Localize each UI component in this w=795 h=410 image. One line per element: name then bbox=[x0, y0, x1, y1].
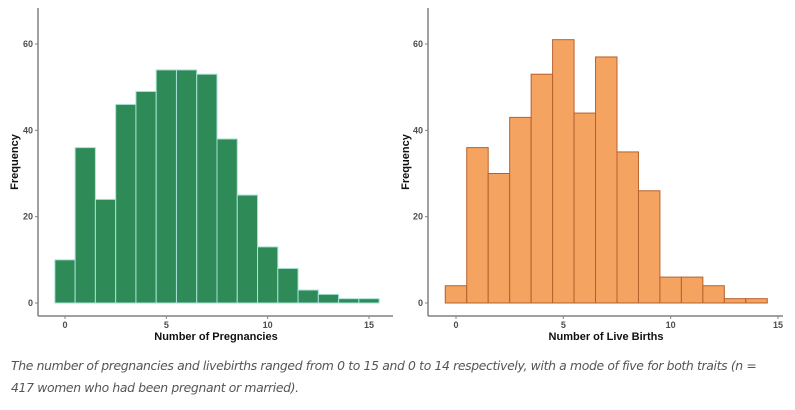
histogram-bar bbox=[94, 198, 117, 304]
histogram-bar bbox=[236, 194, 259, 304]
y-tick-label: 20 bbox=[413, 212, 423, 222]
histogram-bar bbox=[175, 69, 198, 304]
histogram-bar bbox=[74, 147, 96, 304]
x-tick-label: 15 bbox=[364, 320, 374, 330]
histogram-bar bbox=[54, 259, 76, 304]
histogram-bar bbox=[573, 112, 597, 304]
x-tick-label: 15 bbox=[773, 320, 783, 330]
histogram-bar bbox=[338, 298, 360, 304]
y-tick-label: 40 bbox=[413, 125, 423, 135]
y-tick-label: 60 bbox=[23, 39, 33, 49]
bars-group bbox=[444, 39, 768, 304]
histogram-bar bbox=[196, 73, 218, 304]
histogram-bar bbox=[745, 298, 768, 304]
x-tick-label: 0 bbox=[62, 320, 67, 330]
x-tick-label: 0 bbox=[453, 320, 458, 330]
x-axis-title: Number of Pregnancies bbox=[154, 331, 277, 343]
x-axis-title: Number of Live Births bbox=[549, 331, 664, 343]
histogram-bar bbox=[509, 116, 532, 304]
x-tick-label: 5 bbox=[561, 320, 566, 330]
y-ticks-group: 0 20 40 60 bbox=[23, 39, 38, 308]
histogram-bar bbox=[297, 289, 319, 304]
histogram-bar bbox=[358, 298, 380, 304]
histogram-bar bbox=[257, 246, 279, 304]
x-tick-label: 5 bbox=[164, 320, 169, 330]
live-births-histogram: 0 20 40 60 0 5 10 15 Number of Live Births Fre… bbox=[400, 8, 783, 343]
histogram-bar bbox=[317, 293, 340, 304]
histogram-bar bbox=[552, 39, 575, 304]
histogram-bar bbox=[530, 73, 554, 304]
histogram-bar bbox=[680, 276, 704, 304]
y-tick-label: 0 bbox=[418, 298, 423, 308]
y-axis-title: Frequency bbox=[400, 133, 412, 190]
histogram-bar bbox=[277, 267, 299, 304]
figure-caption: The number of pregnancies and livebirths… bbox=[11, 358, 757, 395]
histogram-bar bbox=[637, 190, 661, 304]
x-tick-label: 10 bbox=[666, 320, 676, 330]
histogram-bar bbox=[216, 138, 238, 304]
histogram-bar bbox=[595, 56, 618, 304]
y-tick-label: 20 bbox=[23, 212, 33, 222]
histogram-bar bbox=[659, 276, 682, 304]
histogram-bar bbox=[723, 298, 747, 304]
histogram-bar bbox=[155, 69, 177, 304]
histogram-bar bbox=[466, 147, 489, 304]
x-ticks-group: 0 5 10 15 bbox=[62, 316, 374, 330]
histogram-bar bbox=[135, 90, 157, 304]
bars-group bbox=[54, 69, 380, 304]
y-ticks-group: 0 20 40 60 bbox=[413, 39, 428, 308]
histogram-bar bbox=[115, 103, 137, 304]
histogram-bar bbox=[616, 151, 639, 304]
y-axis-title: Frequency bbox=[9, 133, 21, 190]
y-tick-label: 40 bbox=[23, 125, 33, 135]
histogram-bar bbox=[702, 285, 725, 304]
pregnancies-histogram: 0 20 40 60 0 5 10 15 Number of Pregnancies Fre… bbox=[9, 8, 393, 343]
y-tick-label: 0 bbox=[28, 298, 33, 308]
histogram-bar bbox=[444, 285, 468, 304]
x-ticks-group: 0 5 10 15 bbox=[453, 316, 783, 330]
x-tick-label: 10 bbox=[263, 320, 273, 330]
y-tick-label: 60 bbox=[413, 39, 423, 49]
histogram-bar bbox=[487, 173, 511, 304]
